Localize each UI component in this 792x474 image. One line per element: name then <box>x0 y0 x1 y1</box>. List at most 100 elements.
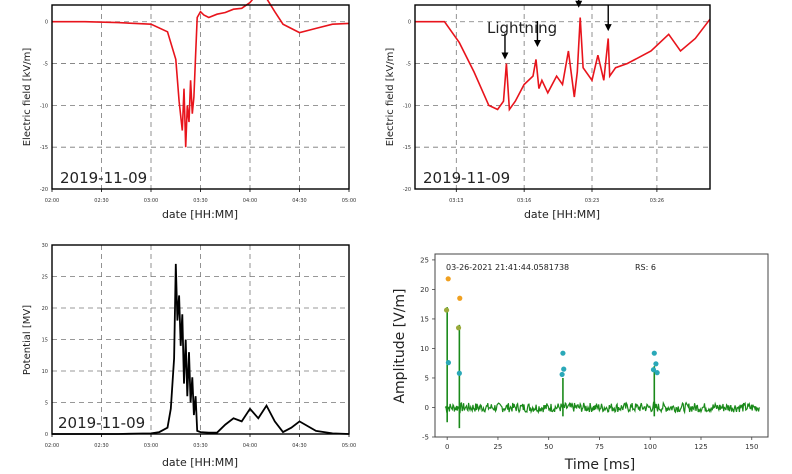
y-tick-label: 0 <box>408 20 411 26</box>
x-tick-label: 25 <box>493 443 502 451</box>
x-tick-label: 03:26 <box>650 198 664 204</box>
x-tick-label: 100 <box>644 443 657 451</box>
y-tick-label: 15 <box>42 338 48 344</box>
potential-y-label: Potential [MV] <box>22 305 33 375</box>
electric-field-left-grid <box>52 5 349 189</box>
electric-field-left-date-annotation: 2019-11-09 <box>60 169 147 187</box>
amplitude-point <box>443 307 450 313</box>
electric-field-right-frame <box>414 4 711 190</box>
electric-field-right-grid <box>415 5 710 189</box>
y-tick-label: 15 <box>420 315 429 323</box>
x-tick-label: 125 <box>694 443 707 451</box>
y-tick-label: -5 <box>43 62 48 68</box>
electric-field-right-panel: 03:13 03:16 03:23 03:26 0 -5 -10 -15 -20 Lightn… <box>385 0 711 221</box>
y-tick-label: -15 <box>40 145 48 151</box>
x-tick-label: 03:13 <box>449 198 463 204</box>
amplitude-point <box>654 370 660 376</box>
electric-field-right-date-annotation: 2019-11-09 <box>423 169 510 187</box>
y-tick-label: 5 <box>45 401 48 407</box>
x-tick-label: 02:00 <box>45 443 59 449</box>
x-tick-label: 04:30 <box>292 198 306 204</box>
x-tick-label: 150 <box>745 443 758 451</box>
amplitude-y-ticks: -5 0 5 10 15 20 25 <box>420 256 435 442</box>
lightning-markers <box>501 0 612 60</box>
amplitude-point <box>456 370 462 376</box>
electric-field-left-x-ticks: 02:00 02:30 03:00 03:30 04:00 04:30 05:00 <box>45 189 356 204</box>
x-tick-label: 04:00 <box>243 443 257 449</box>
amplitude-point <box>561 366 567 372</box>
electric-field-left-x-label: date [HH:MM] <box>162 208 238 221</box>
y-tick-label: -10 <box>403 103 411 109</box>
y-tick-label: -20 <box>40 187 48 193</box>
lightning-arrow <box>575 0 583 8</box>
x-tick-label: 02:00 <box>45 198 59 204</box>
amplitude-point <box>445 276 451 282</box>
y-tick-label: -5 <box>406 62 411 68</box>
y-tick-label: 25 <box>42 275 48 281</box>
x-tick-label: 05:00 <box>342 198 356 204</box>
amplitude-frame <box>434 253 769 438</box>
y-tick-label: 20 <box>42 306 48 312</box>
amplitude-point <box>455 325 462 331</box>
y-tick-label: -5 <box>422 434 429 442</box>
lightning-arrow <box>533 21 541 47</box>
amplitude-point <box>445 360 452 366</box>
lightning-arrow <box>604 5 612 32</box>
electric-field-left-y-label: Electric field [kV/m] <box>22 48 33 147</box>
y-tick-label: 10 <box>42 369 48 375</box>
potential-y-ticks: 0 5 10 15 20 25 30 <box>42 243 48 438</box>
y-tick-label: 0 <box>425 404 429 412</box>
x-tick-label: 02:30 <box>94 443 108 449</box>
x-tick-label: 02:30 <box>94 198 108 204</box>
electric-field-right-x-label: date [HH:MM] <box>524 208 600 221</box>
amplitude-point <box>559 371 565 378</box>
amplitude-y-label: Amplitude [V/m] <box>392 288 408 403</box>
x-tick-label: 75 <box>595 443 604 451</box>
x-tick-label: 03:23 <box>585 198 599 204</box>
x-tick-label: 04:30 <box>292 443 306 449</box>
amplitude-point <box>651 350 657 356</box>
x-tick-label: 03:30 <box>193 443 207 449</box>
y-tick-label: -20 <box>403 187 411 193</box>
amplitude-point <box>653 361 659 367</box>
potential-x-label: date [HH:MM] <box>162 456 238 469</box>
electric-field-left-y-ticks: 0 -5 -10 -15 -20 <box>40 20 48 193</box>
amplitude-point <box>560 350 566 356</box>
y-tick-label: 0 <box>45 20 48 26</box>
potential-grid <box>52 245 349 434</box>
y-tick-label: 30 <box>42 243 48 249</box>
y-tick-label: -15 <box>403 145 411 151</box>
x-tick-label: 03:16 <box>517 198 531 204</box>
amplitude-point <box>650 367 657 373</box>
x-tick-label: 50 <box>544 443 553 451</box>
x-tick-label: 05:00 <box>342 443 356 449</box>
potential-series <box>52 263 350 435</box>
x-tick-label: 0 <box>445 443 449 451</box>
amplitude-panel: 0 25 50 75 100 125 150 -5 0 5 10 15 20 25 03-26-2021… <box>392 253 769 473</box>
amplitude-series <box>444 307 760 429</box>
x-tick-label: 03:30 <box>193 198 207 204</box>
y-tick-label: 0 <box>45 432 48 438</box>
x-tick-label: 03:00 <box>144 198 158 204</box>
electric-field-right-y-ticks: 0 -5 -10 -15 -20 <box>403 20 411 193</box>
amplitude-points <box>443 276 660 378</box>
amplitude-station: RS: 6 <box>635 263 656 272</box>
potential-panel: 02:00 02:30 03:00 03:30 04:00 04:30 05:00 0 5 10… <box>22 243 356 469</box>
x-tick-label: 03:00 <box>144 443 158 449</box>
amplitude-point <box>457 295 463 301</box>
y-tick-label: 5 <box>425 374 429 382</box>
electric-field-right-x-ticks: 03:13 03:16 03:23 03:26 <box>449 189 664 204</box>
potential-x-ticks: 02:00 02:30 03:00 03:30 04:00 04:30 05:00 <box>45 434 356 449</box>
x-tick-label: 04:00 <box>243 198 257 204</box>
y-tick-label: 10 <box>420 345 429 353</box>
electric-field-left-panel: 02:00 02:30 03:00 03:30 04:00 04:30 05:00 0 -5 -… <box>22 0 356 221</box>
y-tick-label: -10 <box>40 103 48 109</box>
electric-field-right-y-label: Electric field [kV/m] <box>385 48 396 147</box>
potential-date-annotation: 2019-11-09 <box>58 414 145 432</box>
electric-field-right-series <box>415 17 711 112</box>
lightning-title: Lightning <box>487 19 557 37</box>
amplitude-timestamp: 03-26-2021 21:41:44.0581738 <box>446 263 569 272</box>
lightning-arrow <box>501 33 509 60</box>
electric-field-left-series <box>52 0 350 148</box>
